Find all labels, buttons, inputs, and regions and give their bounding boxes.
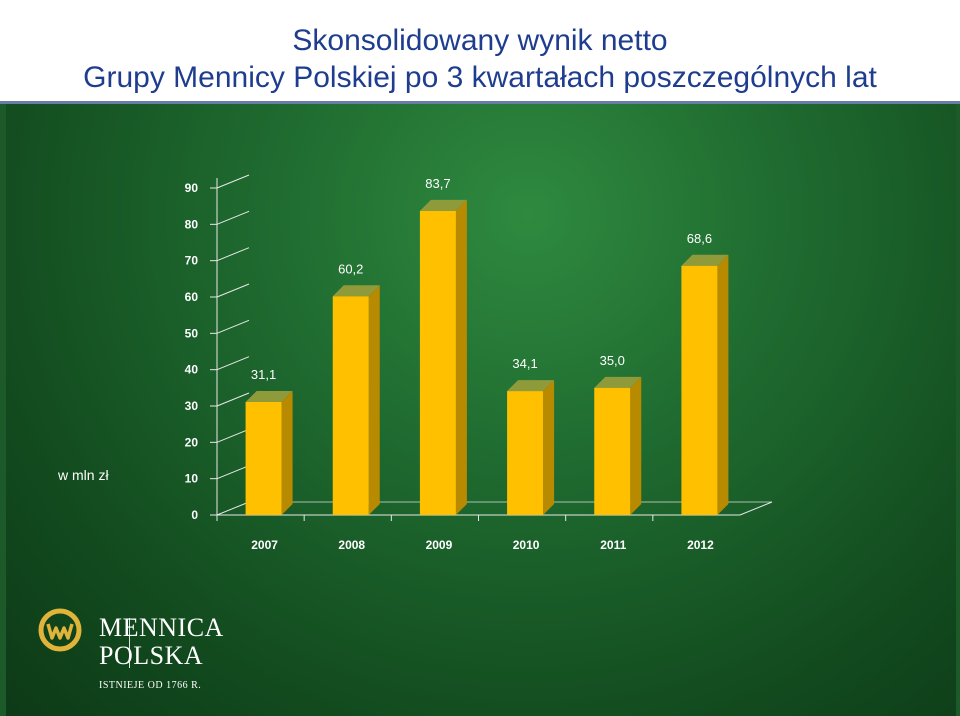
y-tick-label: 20	[185, 435, 199, 449]
y-wall-tick	[216, 501, 250, 516]
y-tick-label: 40	[185, 363, 199, 377]
title-separator	[0, 101, 960, 104]
data-label: 35,0	[600, 353, 625, 368]
bar	[507, 391, 544, 515]
bar	[594, 387, 631, 515]
bar-side	[455, 199, 467, 515]
x-tick-label: 2009	[426, 538, 453, 552]
x-tick-label: 2007	[251, 538, 278, 552]
bar-top	[332, 285, 380, 297]
x-tick-label: 2010	[513, 538, 540, 552]
data-label: 68,6	[687, 231, 712, 246]
bar-side	[281, 391, 293, 515]
y-tick-label: 30	[185, 399, 199, 413]
x-tick-label: 2012	[687, 538, 714, 552]
logo-name-line1: MENNICA	[99, 613, 224, 642]
y-wall-tick	[216, 210, 250, 225]
bar	[419, 210, 456, 515]
data-label: 31,1	[251, 367, 276, 382]
data-label: 60,2	[338, 261, 363, 276]
mennica-polska-logo: MENNICA POLSKA ISTNIEJE OD 1766 R.	[38, 608, 258, 708]
bar	[245, 402, 282, 515]
bar	[332, 296, 369, 515]
logo-divider	[129, 618, 130, 668]
logo-name-line2: POLSKA	[99, 641, 204, 670]
data-label: 34,1	[512, 356, 537, 371]
bar-top	[507, 380, 555, 392]
y-wall-tick	[216, 465, 250, 480]
y-wall-tick	[216, 428, 250, 443]
floor-right-edge	[739, 501, 773, 516]
y-tick-label: 90	[185, 181, 199, 195]
bar-side	[368, 285, 380, 515]
y-tick-label: 0	[191, 508, 198, 522]
bar	[681, 265, 718, 515]
x-tick-label: 2008	[338, 538, 365, 552]
logo-tagline: ISTNIEJE OD 1766 R.	[99, 680, 202, 691]
y-wall-tick	[216, 356, 250, 371]
bar-top	[419, 199, 467, 211]
bar-side	[630, 376, 642, 515]
data-label: 83,7	[425, 176, 450, 191]
bar-top	[594, 376, 642, 388]
y-wall-tick	[216, 174, 250, 189]
bar-top	[245, 391, 293, 403]
y-wall-tick	[216, 392, 250, 407]
chart-title-line2: Grupy Mennicy Polskiej po 3 kwartałach p…	[83, 61, 877, 94]
chart-title-line1: Skonsolidowany wynik netto	[292, 24, 668, 57]
bar-side	[717, 254, 729, 515]
y-wall-tick	[216, 283, 250, 298]
y-wall-tick	[216, 247, 250, 262]
logo-emblem-icon	[38, 608, 82, 652]
slide-background	[6, 0, 956, 716]
y-tick-label: 50	[185, 326, 199, 340]
x-tick-label: 2011	[600, 538, 626, 552]
unit-label: w mln zł	[58, 467, 109, 483]
bar-side	[543, 380, 555, 515]
y-tick-label: 10	[185, 472, 199, 486]
y-wall-tick	[216, 319, 250, 334]
y-tick-label: 80	[185, 217, 199, 231]
logo-wordmark: MENNICA POLSKA	[99, 615, 224, 669]
y-tick-label: 70	[185, 254, 199, 268]
title-bar: Skonsolidowany wynik netto Grupy Mennicy…	[0, 0, 960, 104]
y-tick-label: 60	[185, 290, 199, 304]
bar-top	[681, 254, 729, 266]
